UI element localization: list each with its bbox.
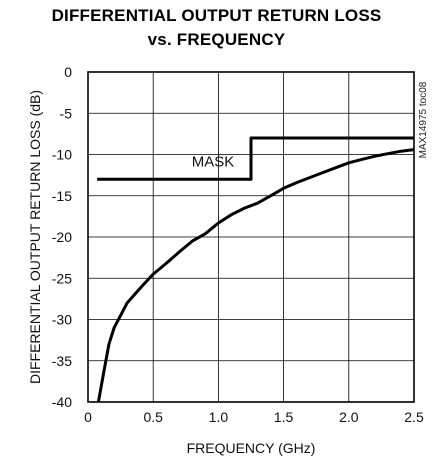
y-tick-label: -5 — [60, 105, 73, 121]
y-tick-label: -35 — [52, 353, 72, 369]
return-loss-curve — [96, 148, 415, 403]
y-tick-label: -20 — [52, 229, 72, 245]
x-tick-label: 0.5 — [143, 409, 163, 425]
y-tick-label: -15 — [52, 188, 72, 204]
chart-subtitle: vs. FREQUENCY — [147, 30, 286, 49]
series-layer — [96, 136, 415, 403]
plot-frame — [87, 71, 415, 403]
x-tick-label: 2.5 — [404, 409, 424, 425]
mask-line — [97, 136, 414, 181]
y-tick-label: -10 — [52, 147, 72, 163]
y-tick-label: -25 — [52, 270, 72, 286]
grid-lines — [87, 71, 415, 403]
y-tick-label: -40 — [52, 394, 72, 410]
y-axis-label: DIFFERENTIAL OUTPUT RETURN LOSS (dB) — [27, 90, 43, 384]
y-tick-label: 0 — [64, 64, 72, 80]
x-tick-label: 2.0 — [339, 409, 359, 425]
x-tick-label: 0 — [84, 409, 92, 425]
tick-labels: 0 0.5 1.0 1.5 2.0 2.5 0 -5 -10 -15 -20 -25 -30 -35 -40 — [52, 64, 424, 425]
x-tick-label: 1.5 — [274, 409, 294, 425]
figure-id-note: MAX14975 toc08 — [418, 81, 429, 158]
mask-label: MASK — [192, 153, 235, 170]
y-tick-label: -30 — [52, 312, 72, 328]
x-axis-label: FREQUENCY (GHz) — [187, 440, 316, 456]
chart-title: DIFFERENTIAL OUTPUT RETURN LOSS — [51, 6, 382, 25]
x-tick-label: 1.0 — [209, 409, 229, 425]
